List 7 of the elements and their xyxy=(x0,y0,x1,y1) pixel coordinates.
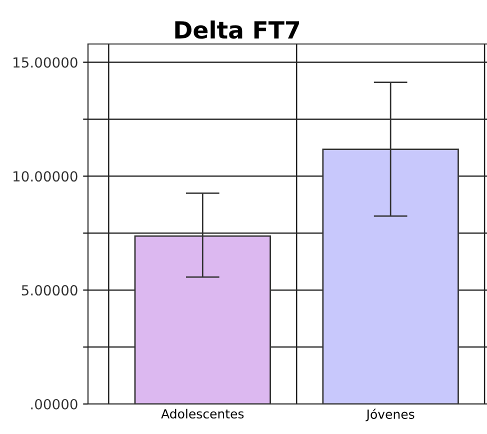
y-tick-label: .00000 xyxy=(31,398,78,410)
chart-title: Delta FT7 xyxy=(175,20,300,39)
x-tick-label: Adolescentes xyxy=(161,408,244,419)
y-tick-label: 5.00000 xyxy=(22,285,78,296)
y-tick-label: 15.00000 xyxy=(14,57,78,68)
x-tick-label: Jóvenes xyxy=(366,408,414,422)
y-tick-label: 10.00000 xyxy=(14,171,78,182)
